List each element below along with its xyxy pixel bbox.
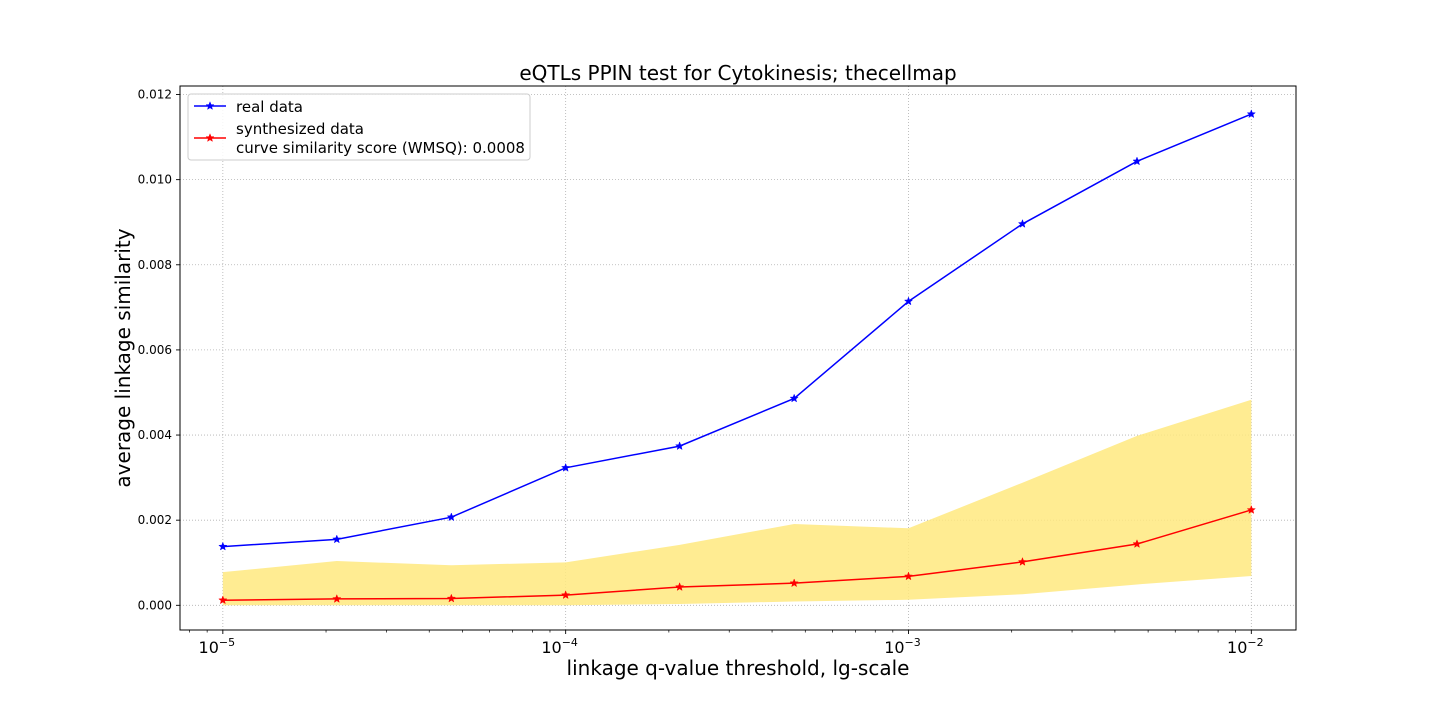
real-data-point (560, 462, 571, 472)
chart-title: eQTLs PPIN test for Cytokinesis; thecell… (519, 61, 956, 85)
x-tick-label: 10−4 (541, 636, 578, 657)
legend: real data synthesized data curve similar… (187, 93, 531, 161)
x-axis-label: linkage q-value threshold, lg-scale (567, 656, 910, 680)
real-data-point (1132, 156, 1142, 166)
y-tick-label: 0.000 (138, 598, 172, 612)
y-tick-label: 0.010 (138, 173, 172, 187)
synthesized-data-line (222, 509, 1252, 601)
axes-frame (179, 85, 1297, 631)
synthesized-data-point (332, 594, 342, 603)
plot-area (176, 85, 1297, 634)
y-tick-label: 0.006 (138, 343, 172, 357)
x-tick-label: 10−3 (884, 636, 921, 657)
y-tick-label: 0.012 (138, 88, 172, 102)
x-tick-label: 10−5 (199, 636, 236, 657)
confidence-band (222, 399, 1252, 606)
synthesized-data-point (1246, 505, 1256, 514)
synthesized-data-point (218, 595, 228, 605)
y-axis-label: average linkage similarity (111, 228, 135, 487)
real-data-point (446, 512, 457, 522)
synthesized-data-point (789, 578, 799, 588)
legend-real-marker (205, 101, 215, 110)
real-data-point (1017, 219, 1028, 228)
legend-synth-label: synthesized data (236, 120, 364, 138)
legend-synth-marker (205, 133, 215, 142)
real-data-point (1246, 109, 1256, 119)
real-data-point (674, 441, 685, 451)
y-tick-label: 0.004 (138, 428, 172, 442)
synthesized-data-point (1017, 556, 1028, 566)
synthesized-data-point (1132, 539, 1142, 548)
real-data-point (903, 296, 914, 306)
real-data-line (222, 113, 1252, 548)
real-data-point (218, 541, 228, 551)
legend-real-label: real data (236, 98, 303, 116)
synthesized-data-point (446, 593, 457, 603)
y-tick-label: 0.002 (138, 513, 172, 527)
synthesized-data-point (674, 582, 685, 591)
synthesized-data-point (560, 590, 571, 600)
real-data-point (332, 534, 342, 544)
legend-frame (187, 93, 531, 161)
y-tick-label: 0.008 (138, 258, 172, 272)
x-tick-label: 10−2 (1227, 636, 1264, 657)
synthesized-data-point (903, 571, 914, 581)
legend-score-label: curve similarity score (WMSQ): 0.0008 (236, 139, 525, 157)
real-data-point (789, 393, 799, 403)
